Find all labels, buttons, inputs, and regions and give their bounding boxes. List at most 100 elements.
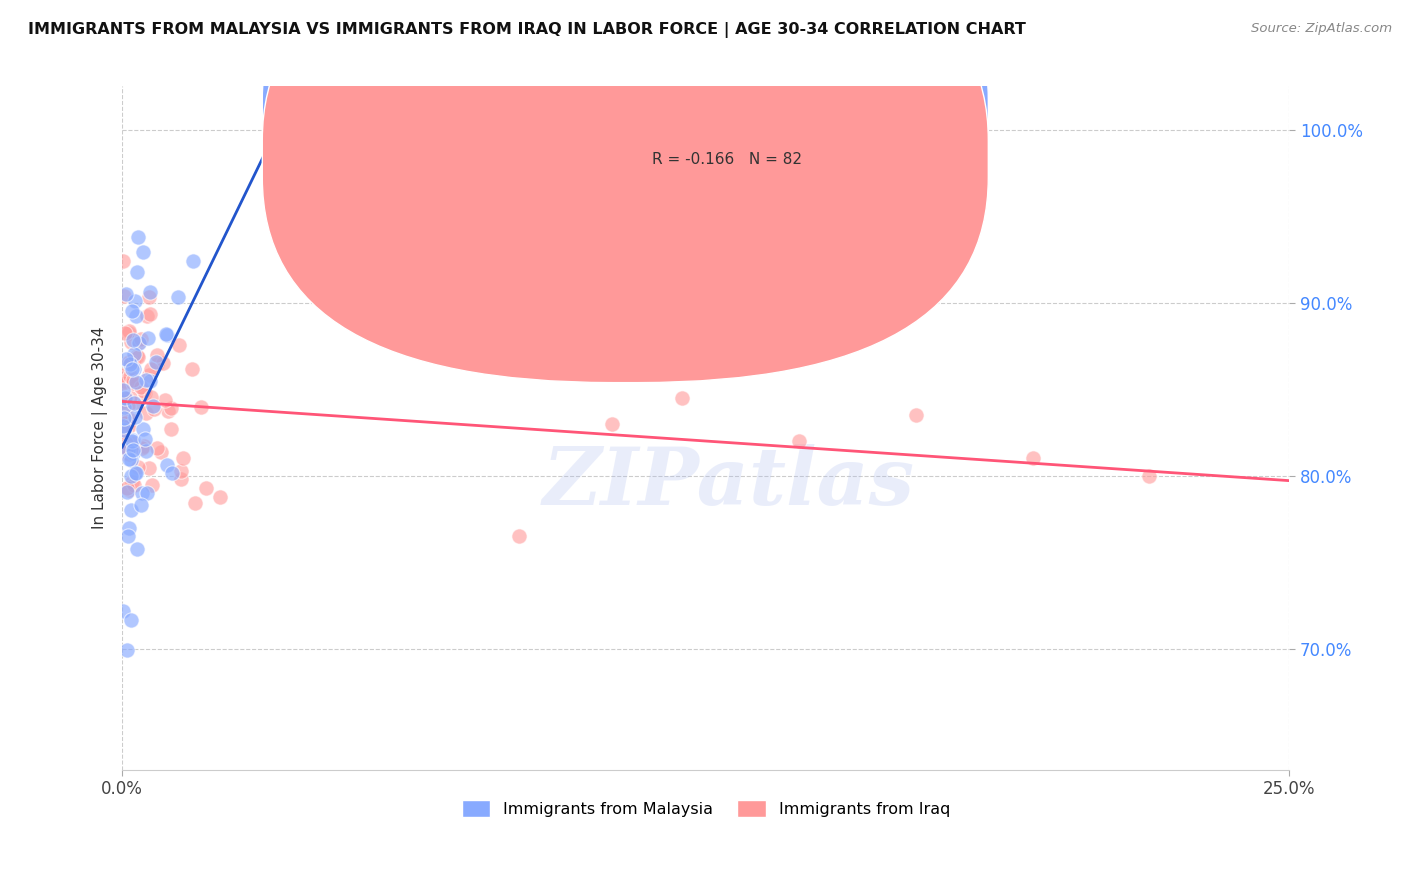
Point	[128, 336, 150, 351]
Point	[127, 230, 149, 244]
Point	[115, 351, 138, 366]
Point	[671, 391, 693, 405]
Point	[135, 443, 157, 458]
Point	[146, 441, 169, 455]
Point	[115, 485, 138, 500]
Point	[129, 380, 152, 394]
Point	[121, 443, 143, 458]
Point	[114, 391, 136, 405]
Text: Source: ZipAtlas.com: Source: ZipAtlas.com	[1251, 22, 1392, 36]
Point	[111, 409, 134, 424]
Point	[153, 392, 176, 407]
Text: R = -0.166   N = 82: R = -0.166 N = 82	[652, 152, 803, 167]
Point	[111, 394, 134, 409]
Point	[124, 466, 146, 480]
Point	[125, 375, 148, 389]
Point	[115, 643, 138, 657]
Point	[118, 324, 141, 338]
Point	[143, 401, 166, 416]
Point	[134, 432, 156, 446]
Point	[146, 357, 169, 371]
Point	[131, 486, 153, 500]
Point	[139, 307, 162, 321]
Legend: Immigrants from Malaysia, Immigrants from Iraq: Immigrants from Malaysia, Immigrants fro…	[456, 794, 956, 823]
Point	[125, 265, 148, 279]
Point	[120, 355, 142, 369]
Point	[141, 362, 163, 376]
Point	[136, 486, 159, 500]
Point	[146, 349, 169, 363]
Point	[156, 328, 179, 343]
Point	[787, 434, 810, 448]
Point	[120, 335, 142, 350]
Point	[115, 442, 138, 456]
Point	[112, 415, 135, 429]
Point	[1021, 451, 1043, 466]
Point	[118, 418, 141, 433]
Point	[112, 424, 135, 438]
Point	[121, 362, 143, 376]
Point	[169, 337, 191, 351]
Point	[117, 415, 139, 429]
Point	[136, 330, 159, 344]
Point	[136, 310, 159, 324]
Point	[120, 613, 142, 627]
Point	[112, 446, 135, 460]
Point	[134, 439, 156, 453]
Point	[115, 436, 138, 450]
Point	[112, 418, 135, 433]
Point	[125, 395, 148, 409]
Point	[112, 368, 135, 382]
FancyBboxPatch shape	[263, 0, 988, 383]
Point	[117, 355, 139, 369]
Point	[195, 481, 218, 495]
Point	[118, 368, 141, 383]
Point	[111, 376, 134, 391]
Point	[134, 386, 156, 401]
Point	[904, 408, 927, 422]
Point	[184, 496, 207, 510]
Point	[125, 376, 148, 391]
Point	[117, 399, 139, 413]
Point	[124, 410, 146, 425]
Point	[117, 483, 139, 497]
Point	[190, 400, 212, 414]
Point	[112, 425, 135, 439]
Point	[1137, 468, 1160, 483]
Point	[121, 434, 143, 448]
Point	[120, 390, 142, 404]
Point	[121, 304, 143, 318]
Point	[127, 460, 149, 475]
Point	[159, 422, 181, 436]
Point	[122, 376, 145, 391]
Point	[115, 482, 138, 496]
Point	[115, 287, 138, 301]
Point	[139, 374, 162, 388]
Point	[155, 326, 177, 341]
Point	[120, 357, 142, 371]
Y-axis label: In Labor Force | Age 30-34: In Labor Force | Age 30-34	[93, 326, 108, 529]
Point	[150, 445, 173, 459]
Point	[129, 498, 152, 512]
Point	[127, 349, 149, 363]
Point	[118, 326, 141, 340]
Point	[125, 309, 148, 323]
Point	[183, 254, 205, 268]
Point	[111, 604, 134, 618]
Point	[135, 406, 157, 420]
Text: R =  0.285   N = 59: R = 0.285 N = 59	[652, 111, 801, 126]
Point	[131, 442, 153, 456]
Point	[111, 383, 134, 397]
Point	[117, 529, 139, 543]
Point	[170, 465, 193, 479]
Point	[124, 293, 146, 308]
Point	[142, 400, 165, 414]
Point	[209, 491, 232, 505]
Point	[122, 333, 145, 347]
Point	[145, 355, 167, 369]
Point	[117, 443, 139, 458]
Point	[132, 422, 155, 436]
Point	[118, 446, 141, 460]
Point	[132, 244, 155, 259]
Point	[114, 391, 136, 405]
